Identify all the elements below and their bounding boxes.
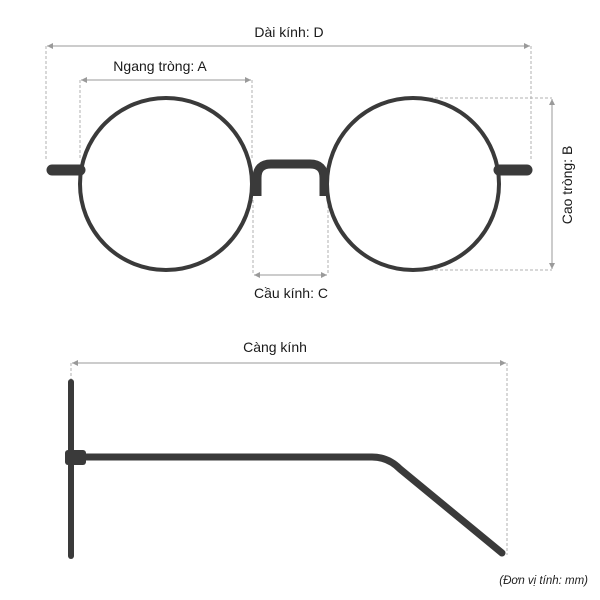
glasses-frame-front bbox=[46, 96, 533, 272]
total-width-label: Dài kính: D bbox=[254, 24, 323, 40]
front-view: Dài kính: D Ngang tròng: A Cao tròng: B … bbox=[45, 24, 575, 301]
unit-note: (Đơn vị tính: mm) bbox=[499, 575, 588, 587]
dimension-lens-width: Ngang tròng: A bbox=[79, 58, 253, 160]
nose-bridge bbox=[252, 159, 329, 196]
glasses-frame-side bbox=[65, 379, 506, 559]
side-view: Càng kính bbox=[65, 339, 508, 559]
right-lens-rim bbox=[325, 96, 501, 272]
dimension-lens-height: Cao tròng: B bbox=[415, 97, 575, 271]
left-lens-rim bbox=[78, 96, 254, 272]
temple-length-label: Càng kính bbox=[243, 339, 307, 355]
bridge-label: Cầu kính: C bbox=[254, 285, 328, 301]
temple-arm bbox=[82, 453, 506, 557]
lens-height-label: Cao tròng: B bbox=[559, 146, 575, 225]
hinge bbox=[65, 450, 86, 465]
lens-width-label: Ngang tròng: A bbox=[113, 58, 207, 74]
dimension-temple-length: Càng kính bbox=[70, 339, 508, 555]
dimension-bridge: Cầu kính: C bbox=[252, 200, 329, 301]
dimension-total-width: Dài kính: D bbox=[45, 24, 532, 160]
